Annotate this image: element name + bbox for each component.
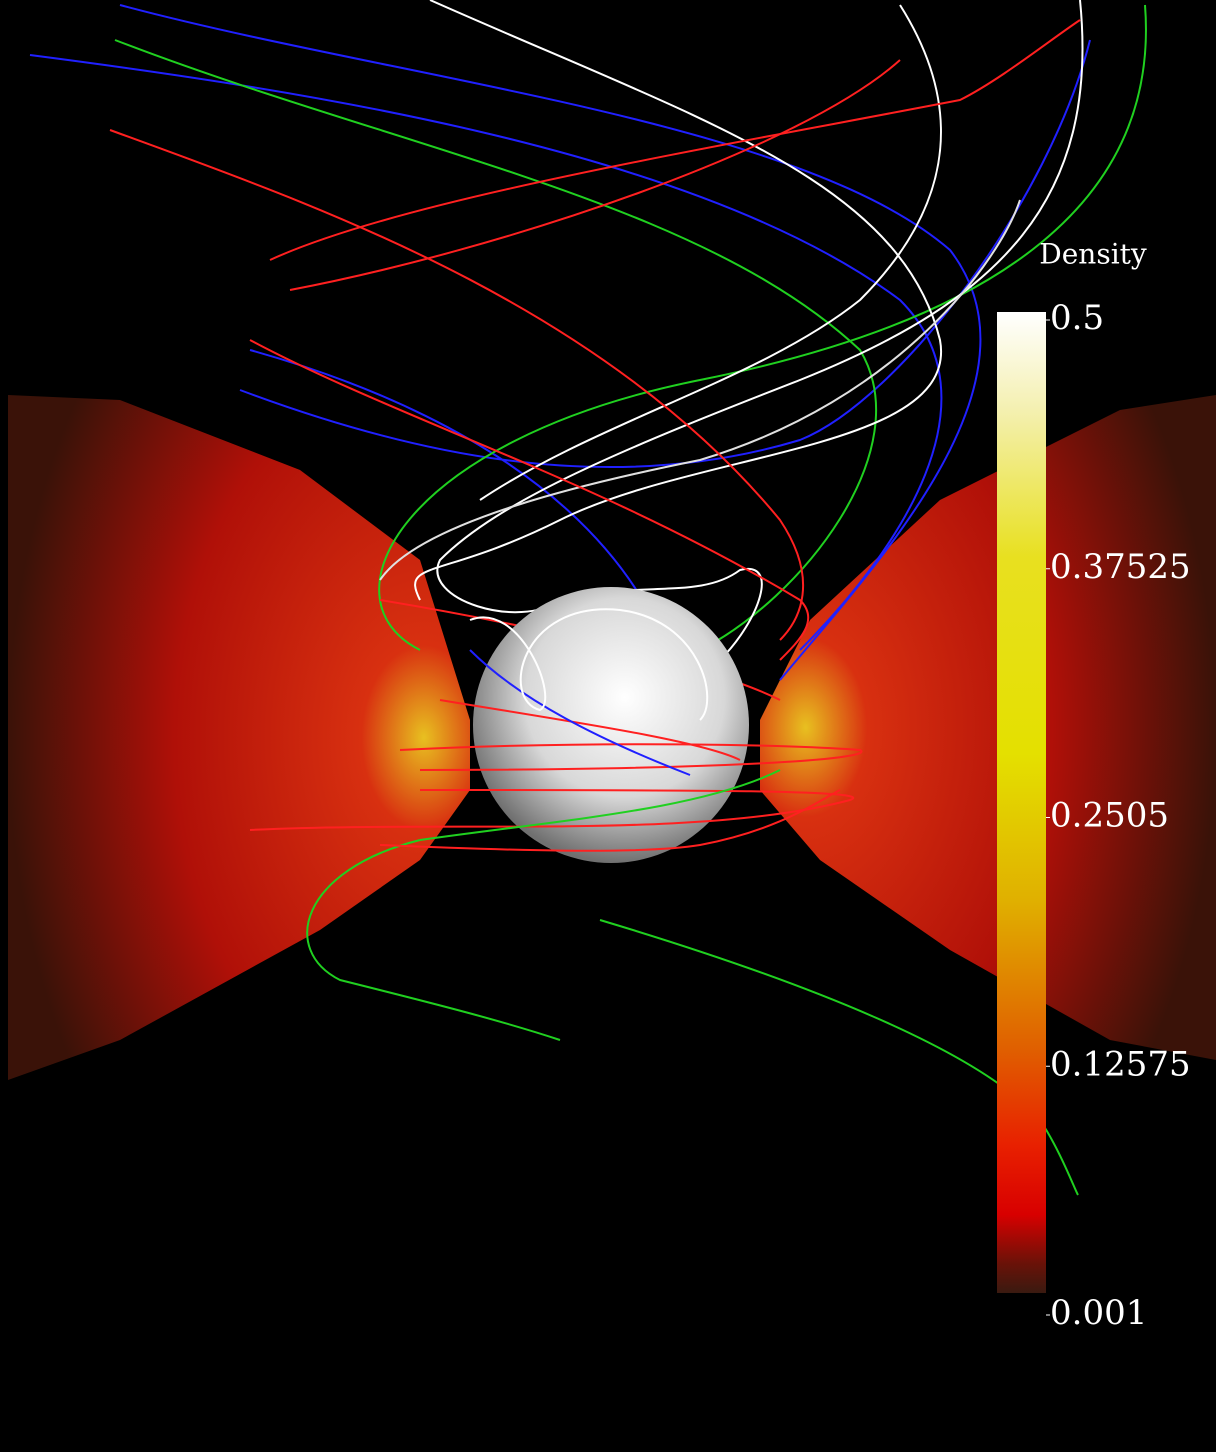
colorbar-tick-label: 0.001 [1050, 1293, 1147, 1333]
visualization: Density 0.5 0.37525 0.2505 0.12575 0.001 [0, 0, 1216, 1452]
colorbar-tick-label: 0.2505 [1050, 796, 1169, 836]
colorbar-tick-label: 0.5 [1050, 298, 1104, 338]
colorbar-title: Density [1039, 238, 1147, 271]
colorbar-tick-label: 0.37525 [1050, 547, 1191, 587]
colorbar-gradient [997, 312, 1046, 1293]
colorbar-tick-label: 0.12575 [1050, 1044, 1191, 1084]
page: Density 0.50.375250.25050.125750.001 (()… [0, 0, 1216, 1452]
